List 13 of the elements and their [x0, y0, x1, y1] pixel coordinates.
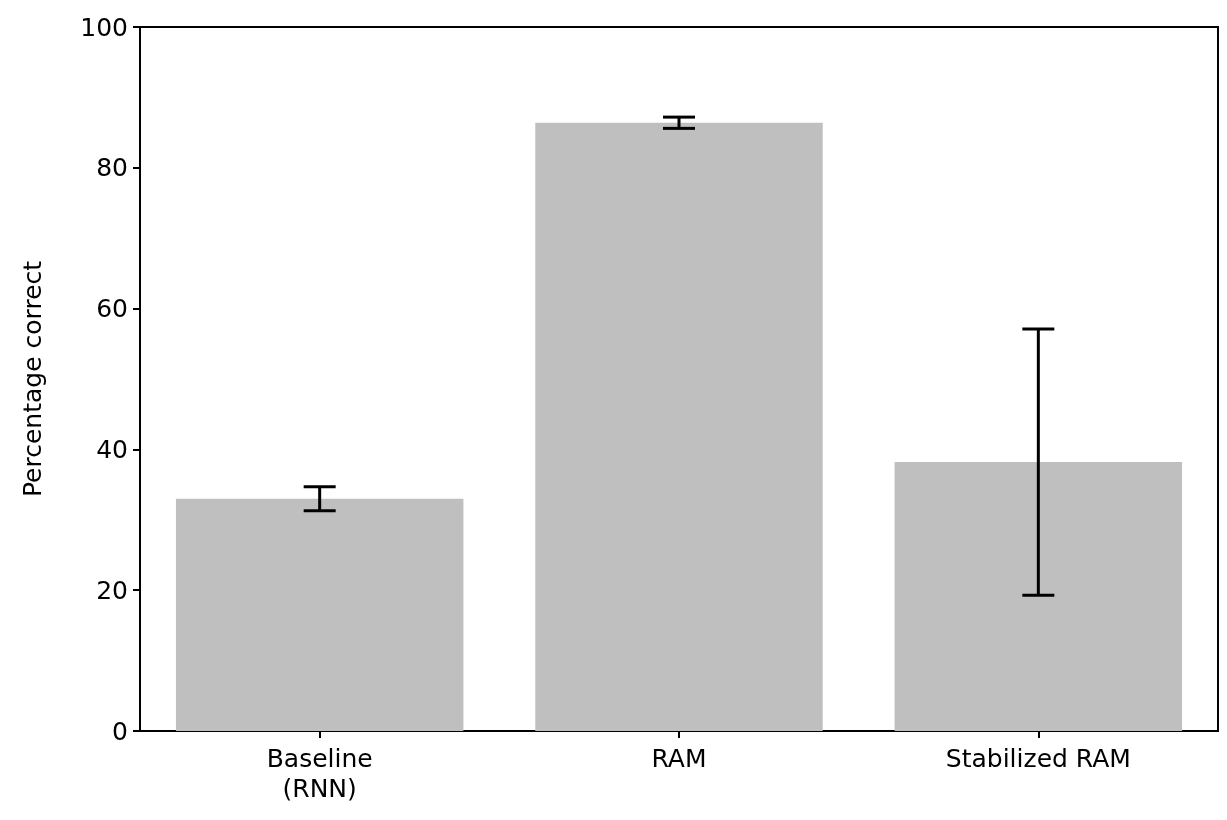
x-tick-label: RAM	[651, 743, 707, 773]
y-tick-label: 20	[96, 575, 128, 605]
y-tick-label: 60	[96, 294, 128, 324]
bar	[535, 122, 823, 731]
bar	[175, 498, 464, 731]
y-tick-label: 80	[96, 153, 128, 183]
y-tick-label: 100	[80, 12, 128, 42]
x-tick-label: Baseline (RNN)	[266, 743, 373, 803]
y-tick-label: 0	[112, 716, 128, 746]
x-tick-label: Stabilized RAM	[945, 743, 1131, 773]
y-tick-label: 40	[96, 434, 128, 464]
y-axis-title: Percentage correct	[18, 260, 47, 498]
bar	[894, 462, 1183, 731]
